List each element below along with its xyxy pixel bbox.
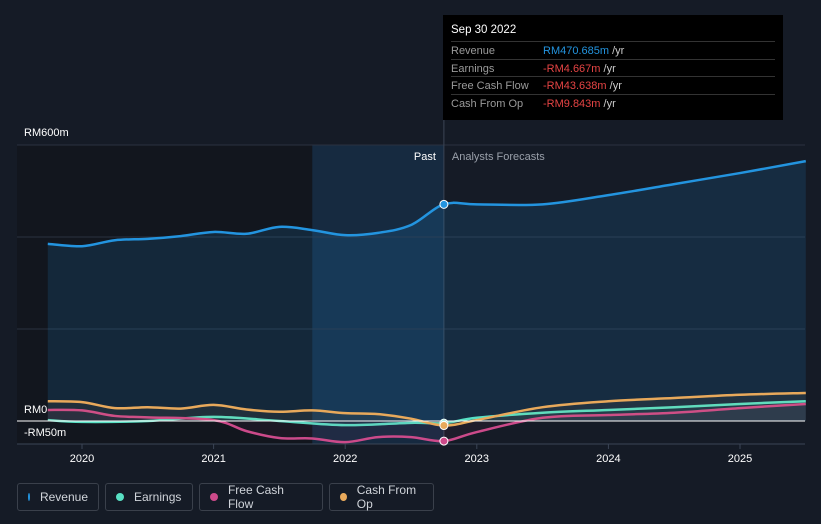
- area-revenue: [47, 161, 806, 421]
- forecast-label: Analysts Forecasts: [452, 151, 545, 163]
- x-tick-label: 2022: [333, 453, 357, 465]
- tooltip-value: -RM43.638m /yr: [543, 80, 622, 92]
- legend-revenue[interactable]: Revenue: [17, 483, 99, 511]
- tooltip-row: Free Cash Flow -RM43.638m /yr: [451, 76, 775, 94]
- legend-label: Cash From Op: [356, 483, 417, 511]
- marker-cash-from-op: [439, 421, 449, 431]
- x-tick-label: 2021: [201, 453, 225, 465]
- area-earnings: [47, 401, 806, 426]
- marker-free-cash-flow: [439, 436, 449, 446]
- legend-free-cash-flow[interactable]: Free Cash Flow: [199, 483, 323, 511]
- tooltip-label: Cash From Op: [451, 97, 524, 110]
- tooltip-value: RM470.685m /yr: [543, 45, 625, 57]
- x-tick-label: 2024: [596, 453, 620, 465]
- tooltip-label: Free Cash Flow: [451, 80, 529, 92]
- y-label-top: RM600m: [24, 127, 69, 139]
- tooltip-label: Earnings: [451, 62, 495, 75]
- legend-earnings[interactable]: Earnings: [105, 483, 193, 511]
- line-revenue: [47, 159, 807, 248]
- line-cash-from-op: [47, 391, 806, 427]
- tooltip-value: -RM9.843m /yr: [543, 97, 616, 110]
- legend-cash-from-op[interactable]: Cash From Op: [329, 483, 434, 511]
- past-label: Past: [414, 151, 436, 163]
- y-label-zero: RM0: [24, 404, 47, 416]
- legend-label: Free Cash Flow: [227, 483, 284, 511]
- x-tick-label: 2023: [465, 453, 489, 465]
- tooltip-date: Sep 30 2022: [451, 24, 517, 36]
- marker-revenue: [439, 199, 449, 209]
- legend-dot-icon: [116, 493, 124, 501]
- legend-dot-icon: [210, 493, 218, 501]
- legend-label: Earnings: [134, 490, 182, 504]
- y-label-bottom: -RM50m: [24, 427, 66, 439]
- x-tick-label: 2025: [728, 453, 752, 465]
- highlight-region: [312, 145, 444, 444]
- legend-label: Revenue: [39, 490, 88, 504]
- legend-dot-icon: [340, 493, 347, 501]
- tooltip-row: Cash From Op -RM9.843m /yr: [451, 93, 775, 112]
- x-tick-label: 2020: [70, 453, 94, 465]
- tooltip-label: Revenue: [451, 45, 496, 57]
- tooltip: Sep 30 2022 Revenue RM470.685m /yr Earning…: [443, 15, 783, 120]
- line-free-cash-flow: [47, 402, 806, 444]
- tooltip-row: Earnings -RM4.667m /yr: [451, 58, 775, 77]
- tooltip-row: Revenue RM470.685m /yr: [451, 41, 775, 59]
- tooltip-value: -RM4.667m /yr: [543, 62, 616, 75]
- legend-dot-icon: [28, 493, 30, 501]
